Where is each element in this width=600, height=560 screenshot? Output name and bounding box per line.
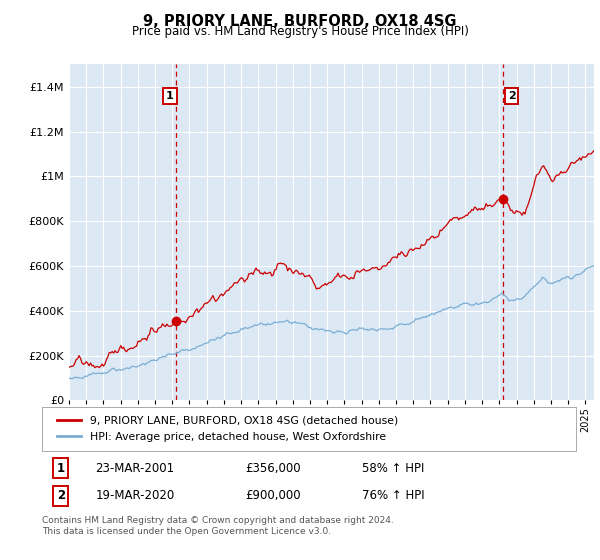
Text: £356,000: £356,000 xyxy=(245,462,301,475)
Text: 2: 2 xyxy=(56,489,65,502)
Text: 1: 1 xyxy=(166,91,174,101)
Legend: 9, PRIORY LANE, BURFORD, OX18 4SG (detached house), HPI: Average price, detached: 9, PRIORY LANE, BURFORD, OX18 4SG (detac… xyxy=(53,412,402,446)
Text: Price paid vs. HM Land Registry's House Price Index (HPI): Price paid vs. HM Land Registry's House … xyxy=(131,25,469,38)
Text: 9, PRIORY LANE, BURFORD, OX18 4SG: 9, PRIORY LANE, BURFORD, OX18 4SG xyxy=(143,14,457,29)
Text: 1: 1 xyxy=(56,462,65,475)
Text: Contains HM Land Registry data © Crown copyright and database right 2024.
This d: Contains HM Land Registry data © Crown c… xyxy=(42,516,394,536)
Text: 19-MAR-2020: 19-MAR-2020 xyxy=(95,489,175,502)
Text: 58% ↑ HPI: 58% ↑ HPI xyxy=(362,462,425,475)
Text: 2: 2 xyxy=(508,91,515,101)
Text: 23-MAR-2001: 23-MAR-2001 xyxy=(95,462,175,475)
Text: £900,000: £900,000 xyxy=(245,489,301,502)
Text: 76% ↑ HPI: 76% ↑ HPI xyxy=(362,489,425,502)
